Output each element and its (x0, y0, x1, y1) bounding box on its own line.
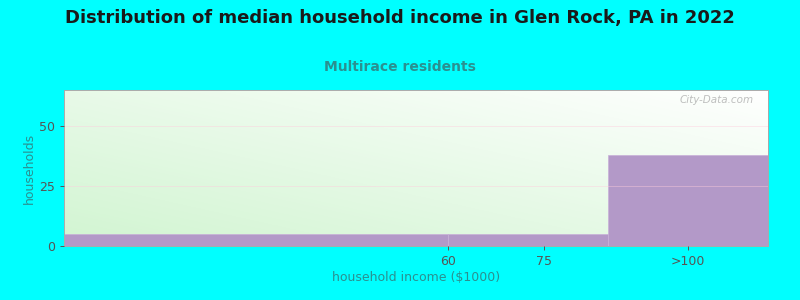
X-axis label: household income ($1000): household income ($1000) (332, 271, 500, 284)
Text: City-Data.com: City-Data.com (680, 95, 754, 105)
Text: Distribution of median household income in Glen Rock, PA in 2022: Distribution of median household income … (65, 9, 735, 27)
Bar (608, 155, 768, 246)
Bar (64, 234, 448, 246)
Y-axis label: households: households (23, 132, 36, 204)
Bar (448, 234, 608, 246)
Text: Multirace residents: Multirace residents (324, 60, 476, 74)
